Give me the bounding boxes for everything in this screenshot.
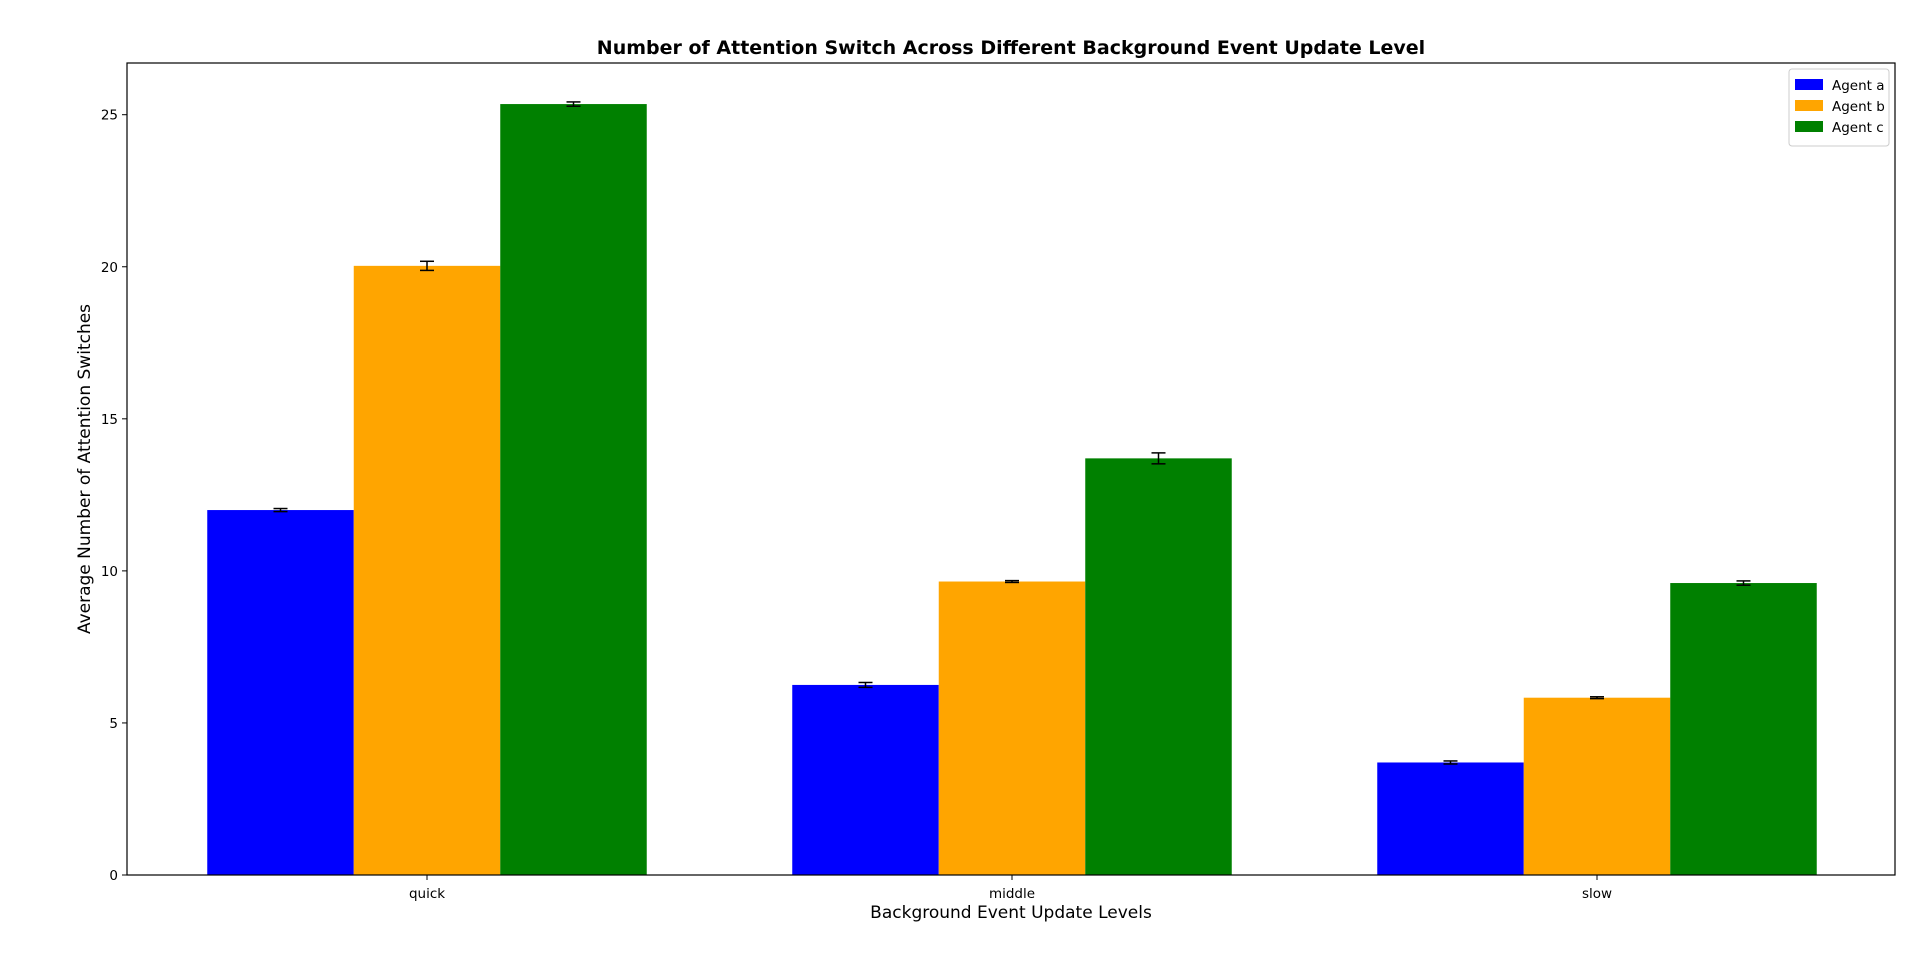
chart-title: Number of Attention Switch Across Differ… [597, 37, 1425, 59]
x-axis-label: Background Event Update Levels [870, 903, 1152, 923]
bar-quick-agent-b [353, 265, 501, 876]
y-axis-label: Average Number of Attention Switches [75, 304, 95, 634]
bar-middle-agent-c [1085, 458, 1232, 875]
errorbar-middle-agent-a [858, 681, 873, 689]
y-tick-label-5: 5 [109, 716, 118, 732]
errorbar-quick-agent-b [420, 260, 434, 272]
errorbar-slow-agent-a [1443, 760, 1458, 765]
bar-slow-agent-a [1377, 762, 1524, 875]
x-tick-label-slow: slow [1582, 886, 1612, 902]
x-axis: quick middle slow [409, 875, 1612, 902]
x-tick-label-middle: middle [989, 886, 1035, 902]
x-tick-label-quick: quick [409, 886, 445, 902]
bar-middle-agent-b [938, 581, 1086, 875]
legend-swatch-agent-a [1795, 79, 1823, 90]
y-tick-label-20: 20 [101, 260, 118, 276]
legend-label-agent-b: Agent b [1832, 99, 1885, 115]
legend-swatch-agent-c [1795, 121, 1823, 132]
legend: Agent a Agent b Agent c [1788, 68, 1890, 147]
errorbars-layer [273, 101, 1751, 765]
legend-swatch-agent-b [1795, 100, 1823, 111]
bar-quick-agent-a [207, 510, 354, 875]
y-axis: 0 5 10 15 20 25 [101, 108, 127, 884]
y-tick-label-15: 15 [101, 412, 118, 428]
y-tick-label-0: 0 [109, 868, 118, 884]
errorbar-quick-agent-a [273, 507, 288, 513]
errorbar-quick-agent-c [566, 101, 581, 107]
errorbar-middle-agent-c [1151, 452, 1166, 465]
bar-quick-agent-c [500, 104, 647, 875]
bar-slow-agent-b [1523, 697, 1671, 875]
y-tick-label-25: 25 [101, 108, 118, 124]
legend-label-agent-c: Agent c [1832, 120, 1884, 136]
errorbar-slow-agent-c [1736, 580, 1751, 586]
bars-layer [207, 104, 1817, 876]
bar-slow-agent-c [1670, 583, 1817, 875]
plot-frame [126, 62, 1896, 876]
errorbar-slow-agent-b [1590, 696, 1604, 700]
bar-middle-agent-a [792, 684, 939, 875]
legend-label-agent-a: Agent a [1832, 78, 1885, 94]
errorbar-middle-agent-b [1005, 579, 1019, 584]
y-tick-label-10: 10 [101, 564, 118, 580]
